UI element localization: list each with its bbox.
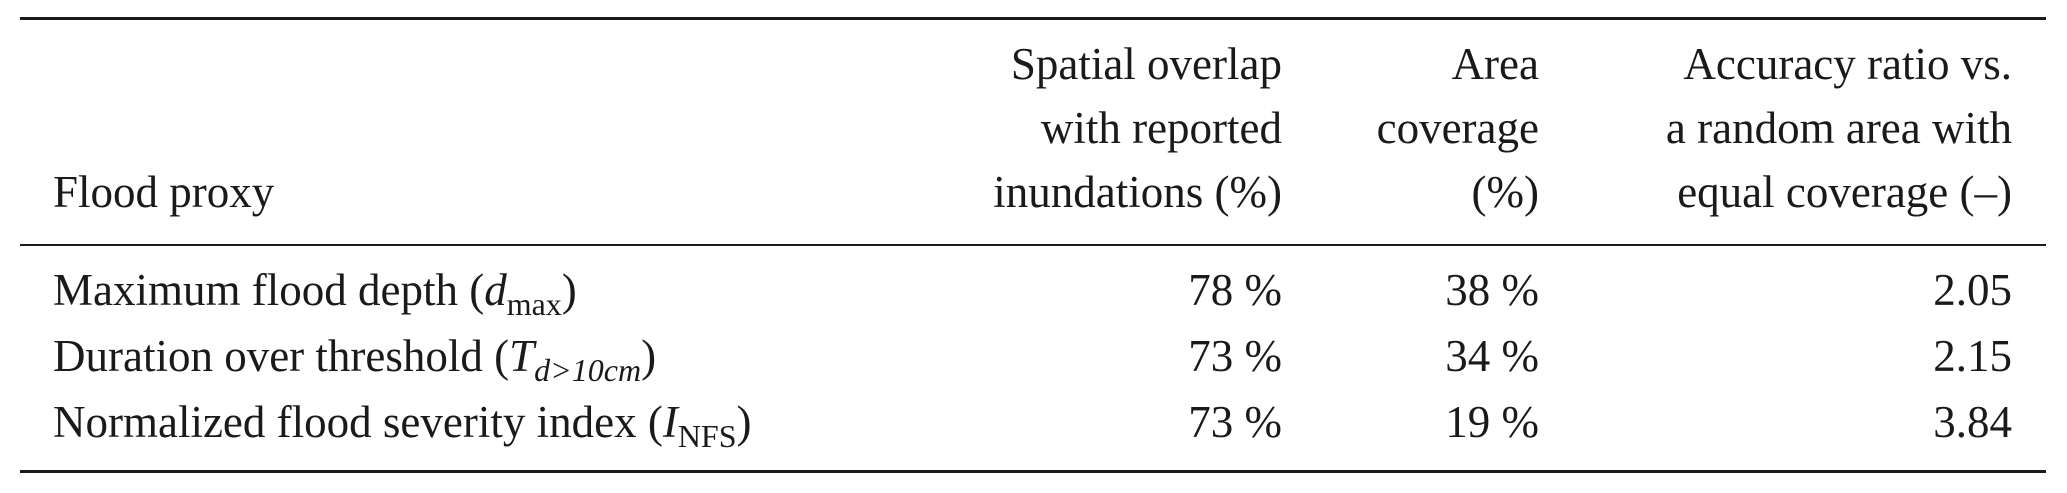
table-cell: 38 % (1445, 265, 1539, 315)
header-text: equal coverage (–) (1677, 167, 2012, 217)
table-cell: 3.84 (1933, 397, 2012, 447)
table-cell: 2.05 (1933, 265, 2012, 315)
label-text: Maximum flood depth ( (53, 265, 485, 315)
label-text: Normalized flood severity index ( (53, 397, 663, 447)
header-text: with reported (1040, 103, 1282, 153)
symbol: I (662, 397, 678, 447)
symbol: T (509, 331, 535, 381)
header-text: Flood proxy (53, 167, 275, 217)
label-text: ) (641, 331, 657, 381)
table-cell: 78 % (1188, 265, 1282, 315)
table-cell: 19 % (1445, 397, 1539, 447)
top-rule (20, 17, 2046, 20)
label-text: ) (736, 397, 752, 447)
bottom-rule (20, 470, 2046, 473)
header-text: a random area with (1665, 103, 2012, 153)
table-cell: 34 % (1445, 331, 1539, 381)
mid-rule (20, 244, 2046, 246)
row-label: Duration over threshold (Td>10cm) (53, 324, 656, 402)
header-text: inundations (%) (993, 167, 1282, 217)
label-text: Duration over threshold ( (53, 331, 510, 381)
symbol: d (484, 265, 507, 315)
header-text: Area (1451, 39, 1539, 89)
table-cell: 73 % (1188, 331, 1282, 381)
table-cell: 73 % (1188, 397, 1282, 447)
header-text: Spatial overlap (1010, 39, 1282, 89)
table-cell: 2.15 (1933, 331, 2012, 381)
subscript: NFS (677, 418, 737, 454)
label-text: ) (561, 265, 577, 315)
header-text: coverage (1376, 103, 1539, 153)
subscript: max (506, 286, 562, 322)
subscript: d>10cm (534, 352, 642, 388)
row-label: Maximum flood depth (dmax) (53, 258, 577, 336)
header-text: Accuracy ratio vs. (1683, 39, 2012, 89)
header-text: (%) (1471, 167, 1539, 217)
row-label: Normalized flood severity index (INFS) (53, 390, 752, 468)
